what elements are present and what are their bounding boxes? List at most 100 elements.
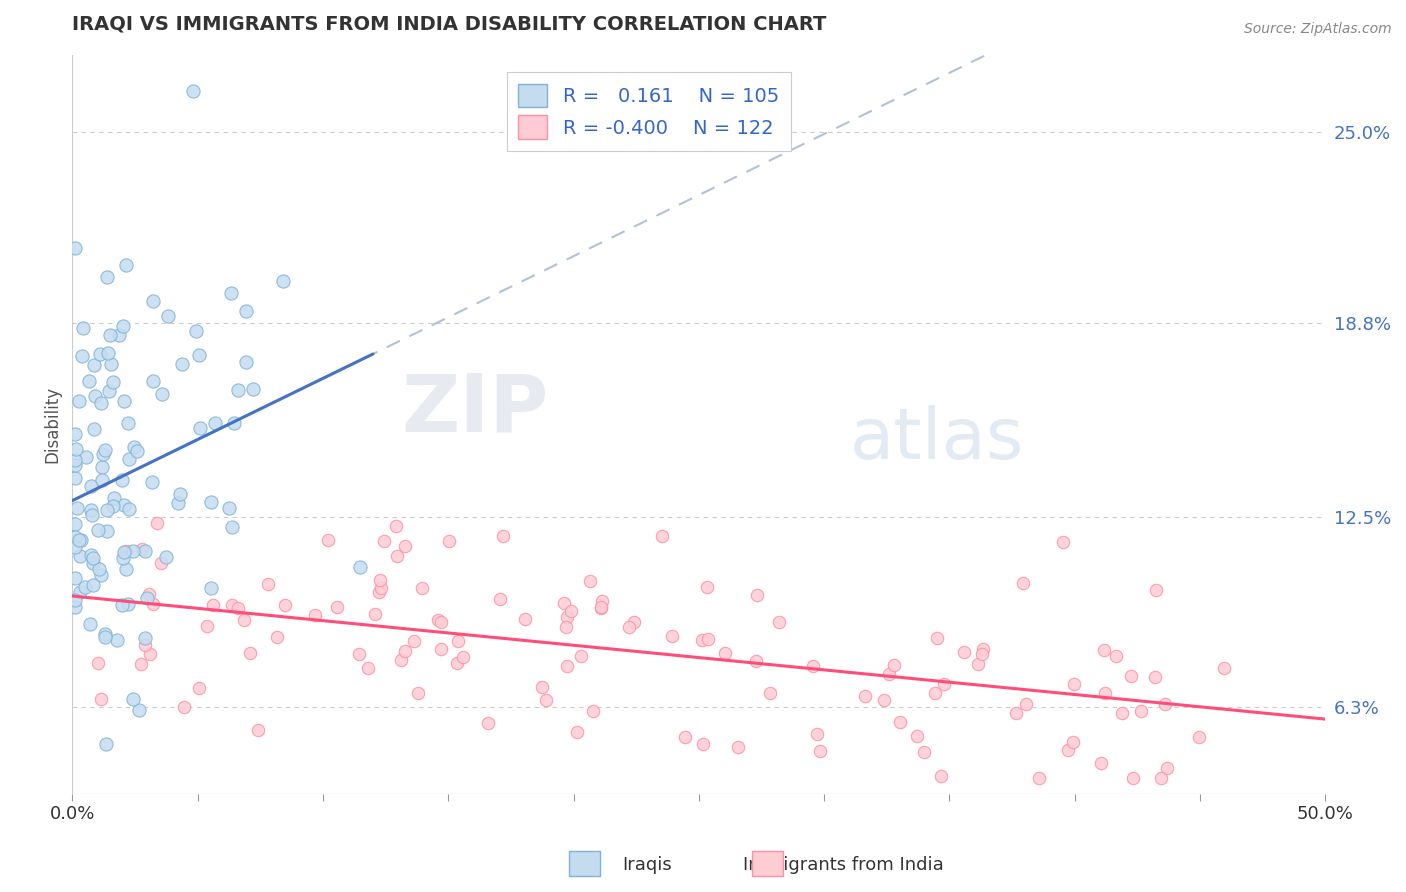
- Point: [806, 727, 828, 741]
- Point: [1111, 706, 1133, 721]
- Point: [155, 550, 177, 565]
- Point: [446, 656, 468, 670]
- Point: [63, 471, 86, 485]
- Point: [115, 562, 138, 576]
- Point: [228, 601, 250, 615]
- Point: [1146, 583, 1168, 598]
- Legend: R =   0.161    N = 105, R = -0.400    N = 122: R = 0.161 N = 105, R = -0.400 N = 122: [506, 72, 790, 151]
- Text: IRAQI VS IMMIGRANTS FROM INDIA DISABILITY CORRELATION CHART: IRAQI VS IMMIGRANTS FROM INDIA DISABILIT…: [72, 15, 827, 34]
- Point: [82, 551, 104, 566]
- Point: [553, 596, 575, 610]
- Point: [697, 632, 720, 646]
- Point: [661, 629, 683, 643]
- Point: [692, 737, 714, 751]
- Point: [873, 692, 896, 706]
- Point: [1062, 735, 1084, 749]
- Point: [555, 609, 578, 624]
- Point: [82, 578, 104, 592]
- Point: [1154, 697, 1177, 711]
- Point: [924, 686, 946, 700]
- Point: [385, 519, 408, 533]
- Point: [118, 501, 141, 516]
- Point: [142, 597, 165, 611]
- Point: [105, 632, 128, 647]
- Point: [63, 592, 86, 607]
- Point: [768, 615, 790, 630]
- Point: [271, 274, 294, 288]
- Point: [696, 580, 718, 594]
- Point: [87, 561, 110, 575]
- Point: [489, 591, 512, 606]
- Point: [65, 442, 87, 457]
- Point: [759, 686, 782, 700]
- Point: [567, 724, 589, 739]
- Point: [1012, 575, 1035, 590]
- Point: [96, 269, 118, 284]
- Point: [1212, 660, 1234, 674]
- Point: [77, 374, 100, 388]
- Point: [101, 376, 124, 390]
- Point: [221, 285, 243, 300]
- Point: [394, 539, 416, 553]
- Point: [560, 604, 582, 618]
- Point: [451, 649, 474, 664]
- Point: [112, 551, 135, 566]
- Point: [325, 600, 347, 615]
- Point: [96, 524, 118, 538]
- Point: [149, 557, 172, 571]
- Point: [141, 475, 163, 490]
- Point: [970, 647, 993, 661]
- Point: [122, 441, 145, 455]
- Point: [591, 593, 613, 607]
- Point: [69, 585, 91, 599]
- Point: [135, 591, 157, 606]
- Point: [555, 659, 578, 673]
- Point: [1149, 772, 1171, 786]
- Point: [801, 659, 824, 673]
- Point: [70, 349, 93, 363]
- Y-axis label: Disability: Disability: [44, 385, 60, 463]
- Point: [247, 723, 270, 737]
- Point: [115, 544, 138, 558]
- Point: [883, 658, 905, 673]
- Point: [90, 474, 112, 488]
- Point: [426, 613, 449, 627]
- Point: [134, 544, 156, 558]
- Point: [80, 548, 103, 562]
- Point: [181, 84, 204, 98]
- Point: [235, 304, 257, 318]
- Point: [318, 533, 340, 548]
- Point: [83, 389, 105, 403]
- Text: atlas: atlas: [849, 405, 1024, 474]
- Point: [953, 645, 976, 659]
- Point: [97, 384, 120, 398]
- Point: [79, 616, 101, 631]
- Point: [91, 459, 114, 474]
- Point: [367, 585, 389, 599]
- Point: [1144, 670, 1167, 684]
- Point: [98, 327, 121, 342]
- Point: [879, 666, 901, 681]
- Point: [235, 355, 257, 369]
- Point: [304, 607, 326, 622]
- Point: [80, 508, 103, 522]
- Point: [925, 632, 948, 646]
- Point: [200, 581, 222, 595]
- Point: [112, 394, 135, 409]
- Point: [256, 576, 278, 591]
- Point: [65, 458, 87, 473]
- Point: [1092, 642, 1115, 657]
- Point: [90, 567, 112, 582]
- Point: [201, 598, 224, 612]
- Point: [446, 633, 468, 648]
- Point: [623, 615, 645, 629]
- Point: [170, 357, 193, 371]
- Point: [134, 632, 156, 646]
- Point: [690, 632, 713, 647]
- Point: [218, 501, 240, 516]
- Point: [100, 357, 122, 371]
- Text: Immigrants from India: Immigrants from India: [744, 856, 943, 874]
- Point: [1090, 756, 1112, 770]
- Point: [364, 607, 387, 621]
- Point: [1028, 772, 1050, 786]
